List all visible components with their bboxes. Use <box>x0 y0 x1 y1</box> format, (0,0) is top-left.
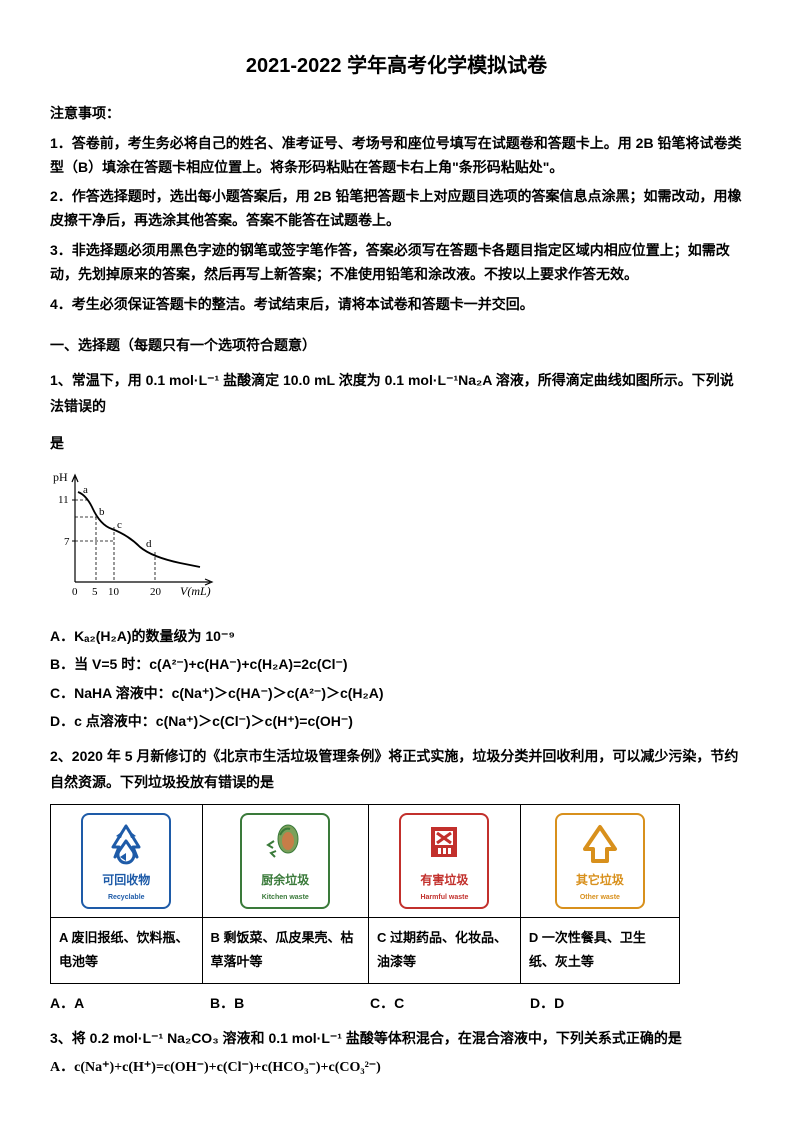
other-waste-icon <box>575 821 625 867</box>
harmful-label-cn: 有害垃圾 <box>405 869 483 892</box>
harmful-waste-icon <box>419 821 469 867</box>
chart-ytick-11: 11 <box>58 494 69 506</box>
q2-answer-a: A．A <box>50 992 210 1014</box>
chart-ytick-7: 7 <box>64 536 70 548</box>
trash-desc-d: D 一次性餐具、卫生纸、灰土等 <box>520 917 679 983</box>
page-title: 2021-2022 学年高考化学模拟试卷 <box>50 50 743 82</box>
q3-stem: 3、将 0.2 mol·L⁻¹ Na₂CO₃ 溶液和 0.1 mol·L⁻¹ 盐… <box>50 1025 743 1052</box>
q3-option-a: A．c(Na⁺)+c(H⁺)=c(OH⁻)+c(Cl⁻)+c(HCO₃⁻)+c(… <box>50 1057 743 1079</box>
chart-xtick-10: 10 <box>108 586 120 598</box>
chart-point-a: a <box>83 484 88 496</box>
instruction-2: 2．作答选择题时，选出每小题答案后，用 2B 铅笔把答题卡上对应题目选项的答案信… <box>50 185 743 233</box>
recyclable-label-cn: 可回收物 <box>87 869 165 892</box>
instruction-3: 3．非选择题必须用黑色字迹的钢笔或签字笔作答，答案必须写在答题卡各题目指定区域内… <box>50 239 743 287</box>
instruction-1: 1．答卷前，考生务必将自己的姓名、准考证号、考场号和座位号填写在试题卷和答题卡上… <box>50 132 743 180</box>
q2-trash-table: 可回收物 Recyclable 厨余垃圾 Kitchen waste <box>50 804 680 984</box>
instructions-block: 注意事项： 1．答卷前，考生务必将自己的姓名、准考证号、考场号和座位号填写在试题… <box>50 102 743 316</box>
q2-answer-b: B．B <box>210 992 370 1014</box>
other-label-en: Other waste <box>561 891 639 904</box>
chart-point-d: d <box>146 538 152 550</box>
kitchen-label-en: Kitchen waste <box>246 891 324 904</box>
q1-stem-a: 1、常温下，用 0.1 mol·L⁻¹ 盐酸滴定 10.0 mL 浓度为 0.1… <box>50 367 743 420</box>
trash-desc-a: A 废旧报纸、饮料瓶、电池等 <box>51 917 203 983</box>
chart-point-c: c <box>117 519 122 531</box>
trash-desc-b: B 剩饭菜、瓜皮果壳、枯草落叶等 <box>202 917 369 983</box>
q1-titration-chart: pH 11 7 0 5 10 20 V(mL) a b c d <box>50 467 743 615</box>
chart-point-b: b <box>99 506 105 518</box>
instruction-4: 4．考生必须保证答题卡的整洁。考试结束后，请将本试卷和答题卡一并交回。 <box>50 293 743 317</box>
q2-answer-row: A．A B．B C．C D．D <box>50 992 743 1014</box>
section-1-title: 一、选择题（每题只有一个选项符合题意） <box>50 334 743 356</box>
chart-xtick-5: 5 <box>92 586 98 598</box>
notice-header: 注意事项： <box>50 102 743 126</box>
kitchen-waste-icon <box>260 821 310 867</box>
q1-option-a: A．Kₐ₂(H₂A)的数量级为 10⁻⁹ <box>50 625 743 647</box>
q2-answer-c: C．C <box>370 992 530 1014</box>
q1-option-b: B．当 V=5 时：c(A²⁻)+c(HA⁻)+c(H₂A)=2c(Cl⁻) <box>50 653 743 675</box>
trash-cell-harmful: 有害垃圾 Harmful waste <box>369 804 521 917</box>
trash-desc-c: C 过期药品、化妆品、油漆等 <box>369 917 521 983</box>
trash-cell-kitchen: 厨余垃圾 Kitchen waste <box>202 804 369 917</box>
recyclable-label-en: Recyclable <box>87 891 165 904</box>
q1-option-c: C．NaHA 溶液中：c(Na⁺)＞c(HA⁻)＞c(A²⁻)＞c(H₂A) <box>50 682 743 704</box>
recyclable-icon <box>101 821 151 867</box>
q1-option-d: D．c 点溶液中：c(Na⁺)＞c(Cl⁻)＞c(H⁺)=c(OH⁻) <box>50 710 743 732</box>
chart-x-label: V(mL) <box>180 584 211 598</box>
q2-answer-d: D．D <box>530 992 690 1014</box>
chart-xtick-0: 0 <box>72 586 78 598</box>
trash-cell-other: 其它垃圾 Other waste <box>520 804 679 917</box>
chart-xtick-20: 20 <box>150 586 162 598</box>
kitchen-label-cn: 厨余垃圾 <box>246 869 324 892</box>
harmful-label-en: Harmful waste <box>405 891 483 904</box>
chart-y-label: pH <box>53 470 68 484</box>
other-label-cn: 其它垃圾 <box>561 869 639 892</box>
q2-stem: 2、2020 年 5 月新修订的《北京市生活垃圾管理条例》将正式实施，垃圾分类并… <box>50 743 743 796</box>
trash-cell-recyclable: 可回收物 Recyclable <box>51 804 203 917</box>
q1-stem-b: 是 <box>50 430 743 457</box>
